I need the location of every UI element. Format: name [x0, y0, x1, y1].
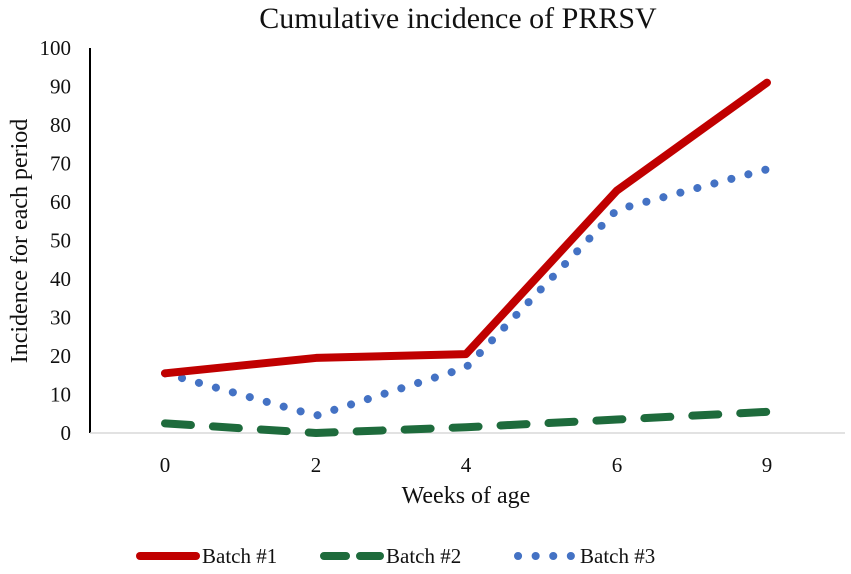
y-tick-label: 100: [40, 36, 72, 60]
x-tick-label: 0: [160, 453, 171, 477]
series-layer: [161, 78, 771, 438]
y-tick-label: 50: [50, 229, 71, 253]
series-line-batch-2: [161, 407, 771, 438]
y-axis-ticks: 0 10 20 30 40 50 60 70 80 90 100: [40, 36, 72, 445]
y-axis-label: Incidence for each period: [7, 119, 33, 364]
y-tick-label: 10: [50, 383, 71, 407]
legend-label-batch-1: Batch #1: [202, 544, 277, 568]
x-tick-label: 6: [612, 453, 623, 477]
legend: Batch #1 Batch #2 Batch #3: [136, 544, 655, 568]
y-tick-label: 90: [50, 75, 71, 99]
chart-title: Cumulative incidence of PRRSV: [259, 2, 657, 35]
series-line-batch-3: [161, 165, 771, 420]
y-tick-label: 80: [50, 113, 71, 137]
series-line-batch-1: [161, 78, 771, 378]
y-tick-label: 20: [50, 344, 71, 368]
legend-label-batch-3: Batch #3: [580, 544, 655, 568]
y-tick-label: 60: [50, 190, 71, 214]
y-tick-label: 30: [50, 306, 71, 330]
y-tick-label: 40: [50, 267, 71, 291]
x-axis-label: Weeks of age: [402, 483, 531, 509]
legend-label-batch-2: Batch #2: [386, 544, 461, 568]
y-tick-label: 70: [50, 152, 71, 176]
x-tick-label: 4: [461, 453, 472, 477]
x-axis-ticks: 0 2 4 6 9: [160, 453, 773, 477]
x-tick-label: 9: [762, 453, 773, 477]
y-tick-label: 0: [61, 421, 72, 445]
x-tick-label: 2: [311, 453, 322, 477]
